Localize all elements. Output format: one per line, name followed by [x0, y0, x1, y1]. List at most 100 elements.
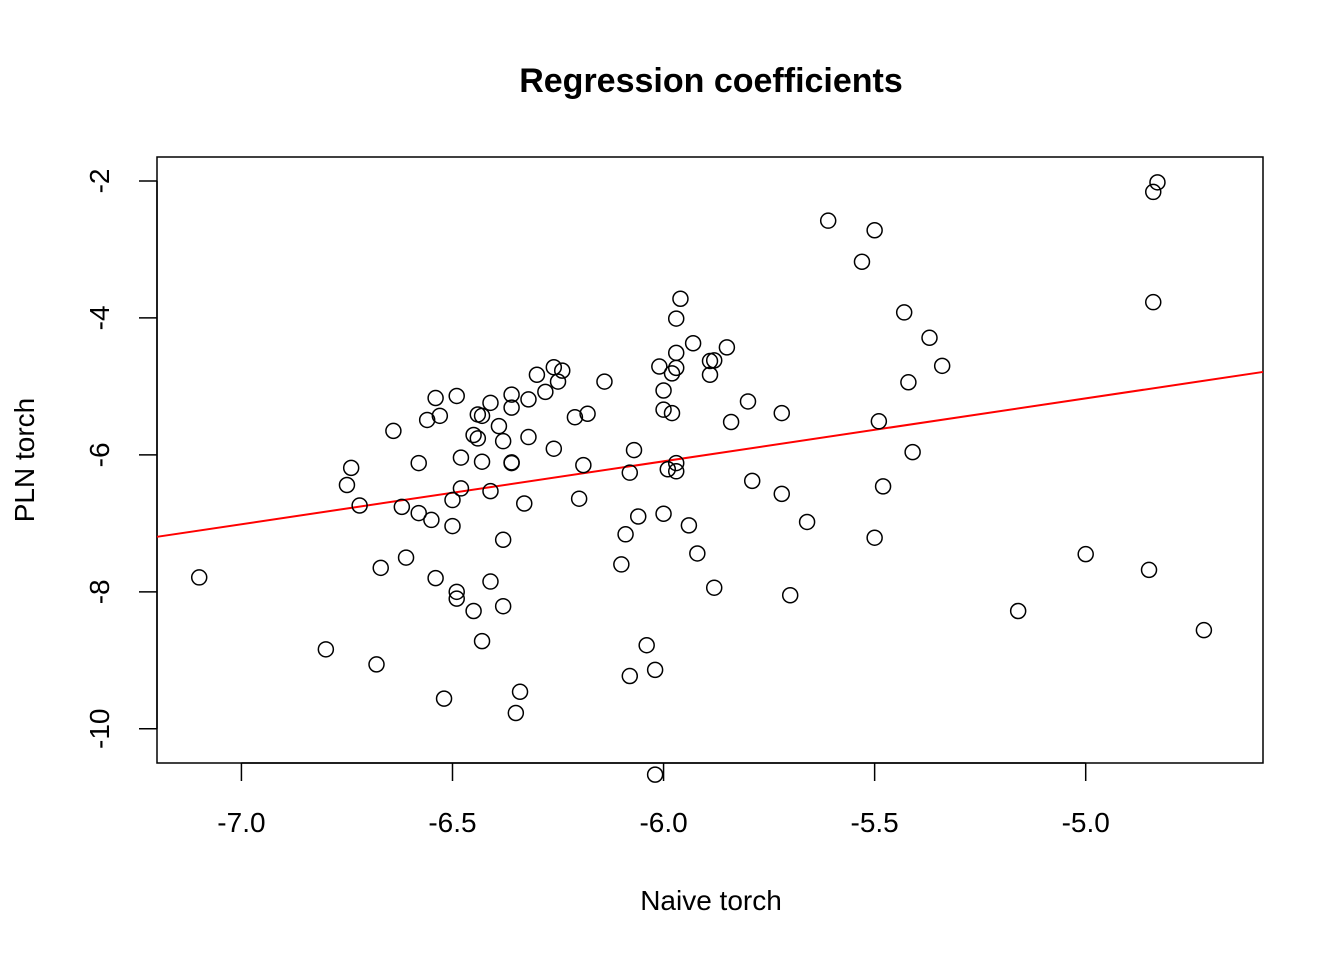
data-point — [410, 504, 427, 522]
data-point — [667, 454, 685, 472]
y-axis: -2 -4 -6 -8 -10 — [84, 169, 158, 749]
data-point — [503, 454, 520, 472]
data-point — [613, 556, 630, 573]
data-point — [1149, 174, 1166, 191]
data-point — [342, 459, 360, 477]
data-point — [866, 529, 883, 546]
data-point — [372, 559, 389, 577]
data-point — [722, 413, 740, 431]
data-point — [1077, 545, 1094, 563]
data-point — [494, 531, 512, 549]
data-point — [473, 407, 491, 425]
data-point — [1140, 561, 1158, 579]
x-axis: -7.0 -6.5 -6.0 -5.5 -5.0 — [217, 762, 1110, 838]
data-point — [516, 495, 533, 512]
data-point — [482, 482, 499, 500]
y-tick-label: -2 — [84, 169, 115, 194]
data-point — [520, 428, 537, 446]
data-point — [397, 549, 415, 566]
data-point — [667, 359, 685, 377]
data-point — [655, 401, 672, 418]
data-point — [667, 310, 685, 327]
x-tick-label: -6.5 — [428, 807, 476, 838]
data-point — [625, 441, 643, 459]
data-point — [444, 517, 461, 535]
data-point — [452, 449, 470, 466]
data-point — [545, 440, 563, 457]
data-point — [781, 586, 799, 604]
data-point — [689, 545, 706, 562]
data-point — [617, 526, 634, 543]
data-point — [684, 335, 702, 352]
data-point — [773, 485, 791, 503]
data-point — [900, 374, 917, 391]
data-point — [655, 505, 672, 523]
data-point — [351, 497, 368, 514]
data-point — [646, 661, 664, 679]
data-point — [570, 490, 588, 507]
chart-title: Regression coefficients — [519, 62, 903, 100]
data-point — [659, 460, 677, 478]
data-point — [1195, 621, 1213, 639]
data-point — [895, 304, 913, 321]
data-point — [701, 366, 719, 383]
data-point — [819, 212, 837, 229]
data-point — [866, 222, 883, 239]
data-point — [190, 569, 208, 586]
data-point — [621, 464, 639, 481]
y-tick-label: -8 — [84, 579, 115, 604]
x-axis-label: Naive torch — [640, 885, 782, 916]
regression-line — [156, 370, 1264, 538]
data-point — [596, 373, 613, 390]
data-point — [338, 476, 356, 494]
data-point — [1144, 293, 1162, 311]
data-point — [482, 573, 499, 590]
regression-line-layer — [156, 370, 1264, 538]
data-point — [1009, 602, 1027, 620]
data-point — [469, 430, 487, 447]
data-point — [368, 656, 385, 673]
x-tick-label: -5.0 — [1062, 807, 1110, 838]
data-point — [431, 407, 449, 425]
data-point — [672, 290, 689, 307]
data-point — [554, 362, 571, 379]
points-layer — [190, 174, 1213, 783]
data-point — [549, 373, 567, 390]
y-tick-label: -10 — [84, 709, 115, 749]
data-point — [773, 404, 791, 422]
data-point — [579, 405, 596, 423]
data-point — [520, 391, 537, 408]
data-point — [494, 597, 512, 615]
data-point — [853, 253, 871, 271]
y-axis-label: PLN torch — [9, 398, 40, 523]
x-tick-label: -6.0 — [639, 807, 687, 838]
data-point — [448, 590, 465, 607]
data-point — [798, 513, 816, 531]
x-tick-label: -5.5 — [851, 807, 899, 838]
y-tick-label: -4 — [84, 305, 115, 330]
data-point — [680, 517, 698, 534]
data-point — [566, 408, 584, 426]
data-point — [655, 382, 672, 399]
data-point — [743, 472, 761, 490]
data-point — [435, 690, 453, 707]
data-point — [465, 602, 482, 620]
data-point — [904, 443, 921, 461]
data-point — [545, 358, 563, 376]
data-point — [465, 426, 482, 444]
data-point — [511, 683, 529, 701]
data-point — [663, 404, 681, 422]
data-point — [317, 641, 335, 658]
data-point — [646, 766, 664, 783]
data-point — [705, 579, 723, 596]
data-point — [667, 463, 685, 480]
data-point — [667, 344, 685, 362]
data-point — [718, 339, 736, 356]
x-tick-label: -7.0 — [217, 807, 265, 838]
data-point — [490, 417, 508, 435]
data-point — [423, 511, 440, 529]
y-tick-label: -6 — [84, 442, 115, 467]
data-point — [1144, 183, 1162, 201]
data-point — [494, 432, 512, 450]
